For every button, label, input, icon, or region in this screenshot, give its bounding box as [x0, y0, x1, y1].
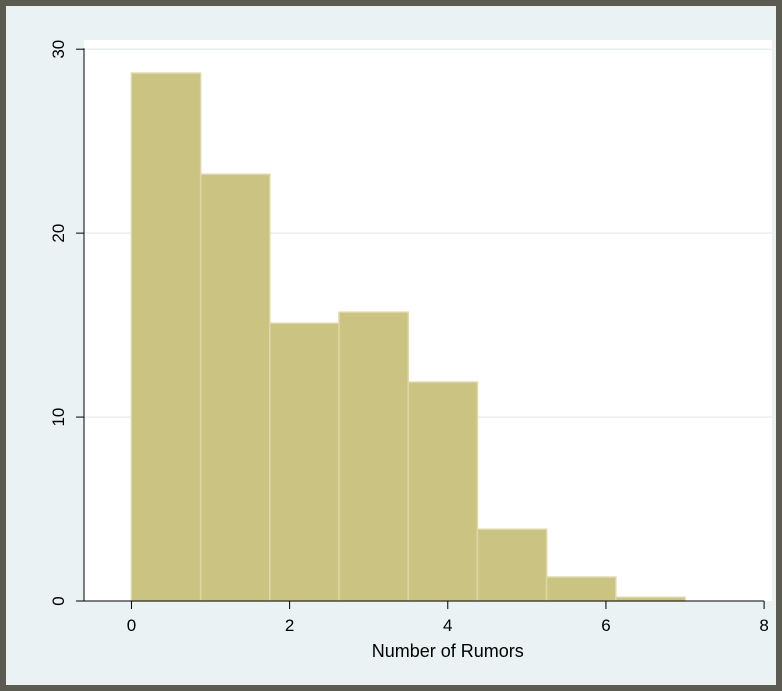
histogram-bar [476, 528, 548, 602]
y-tick-label: 30 [49, 40, 68, 59]
histogram-bar [407, 381, 479, 602]
x-tick-label: 8 [759, 616, 768, 635]
y-axis: 0 10 20 30 [49, 40, 85, 606]
histogram-bar [269, 322, 340, 602]
histogram-bar [199, 173, 271, 602]
x-axis: 0 2 4 6 8 [84, 600, 769, 635]
chart-panel: 0 10 20 30 0 2 4 6 8 Number of Rumors [6, 6, 776, 685]
x-tick-label: 2 [285, 616, 294, 635]
bars [130, 72, 686, 602]
x-tick-label: 4 [443, 616, 452, 635]
histogram-chart: 0 10 20 30 0 2 4 6 8 Number of Rumors [49, 40, 772, 661]
histogram-bar [338, 311, 409, 602]
x-tick-label: 6 [601, 616, 610, 635]
x-axis-title: Number of Rumors [372, 641, 524, 661]
histogram-bar [545, 576, 617, 602]
y-tick-label: 10 [49, 408, 68, 427]
histogram-bar [615, 596, 686, 602]
histogram-bar [130, 72, 202, 602]
y-tick-label: 20 [49, 224, 68, 243]
x-tick-label: 0 [127, 616, 136, 635]
y-tick-label: 0 [49, 596, 68, 605]
